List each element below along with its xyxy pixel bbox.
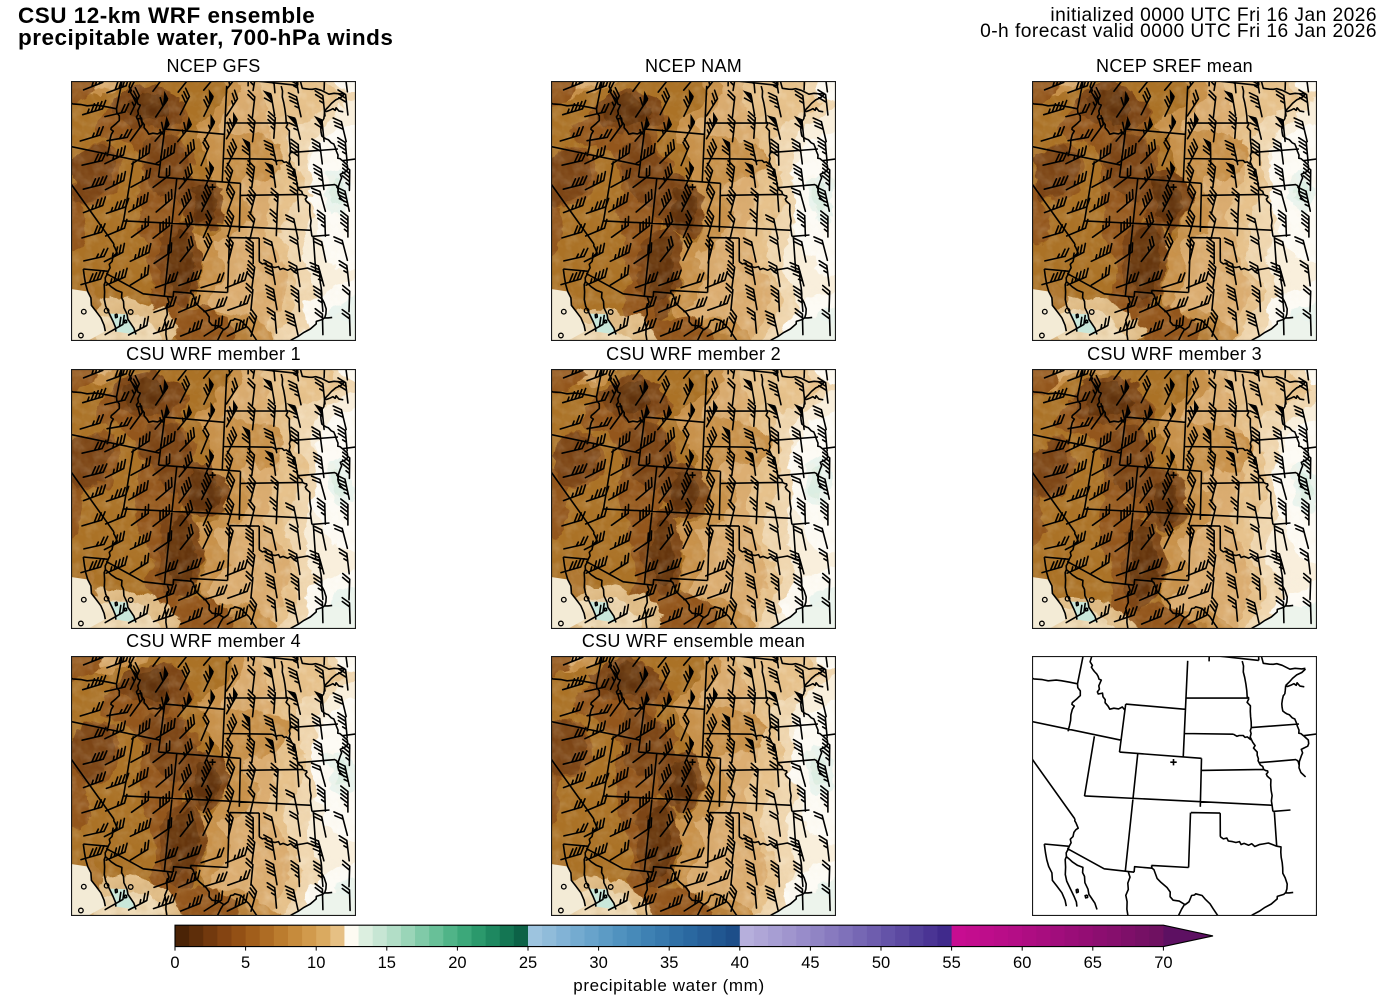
- svg-text:25: 25: [519, 954, 537, 972]
- svg-text:30: 30: [589, 954, 607, 972]
- svg-text:55: 55: [942, 954, 960, 972]
- svg-text:60: 60: [1013, 954, 1031, 972]
- svg-text:20: 20: [448, 954, 466, 972]
- svg-text:10: 10: [307, 954, 325, 972]
- svg-text:15: 15: [378, 954, 396, 972]
- svg-text:65: 65: [1084, 954, 1102, 972]
- svg-text:40: 40: [731, 954, 749, 972]
- svg-text:5: 5: [241, 954, 250, 972]
- svg-text:45: 45: [801, 954, 819, 972]
- svg-text:50: 50: [872, 954, 890, 972]
- svg-text:precipitable water (mm): precipitable water (mm): [573, 976, 764, 995]
- svg-text:35: 35: [660, 954, 678, 972]
- svg-text:0: 0: [170, 954, 179, 972]
- svg-text:70: 70: [1154, 954, 1172, 972]
